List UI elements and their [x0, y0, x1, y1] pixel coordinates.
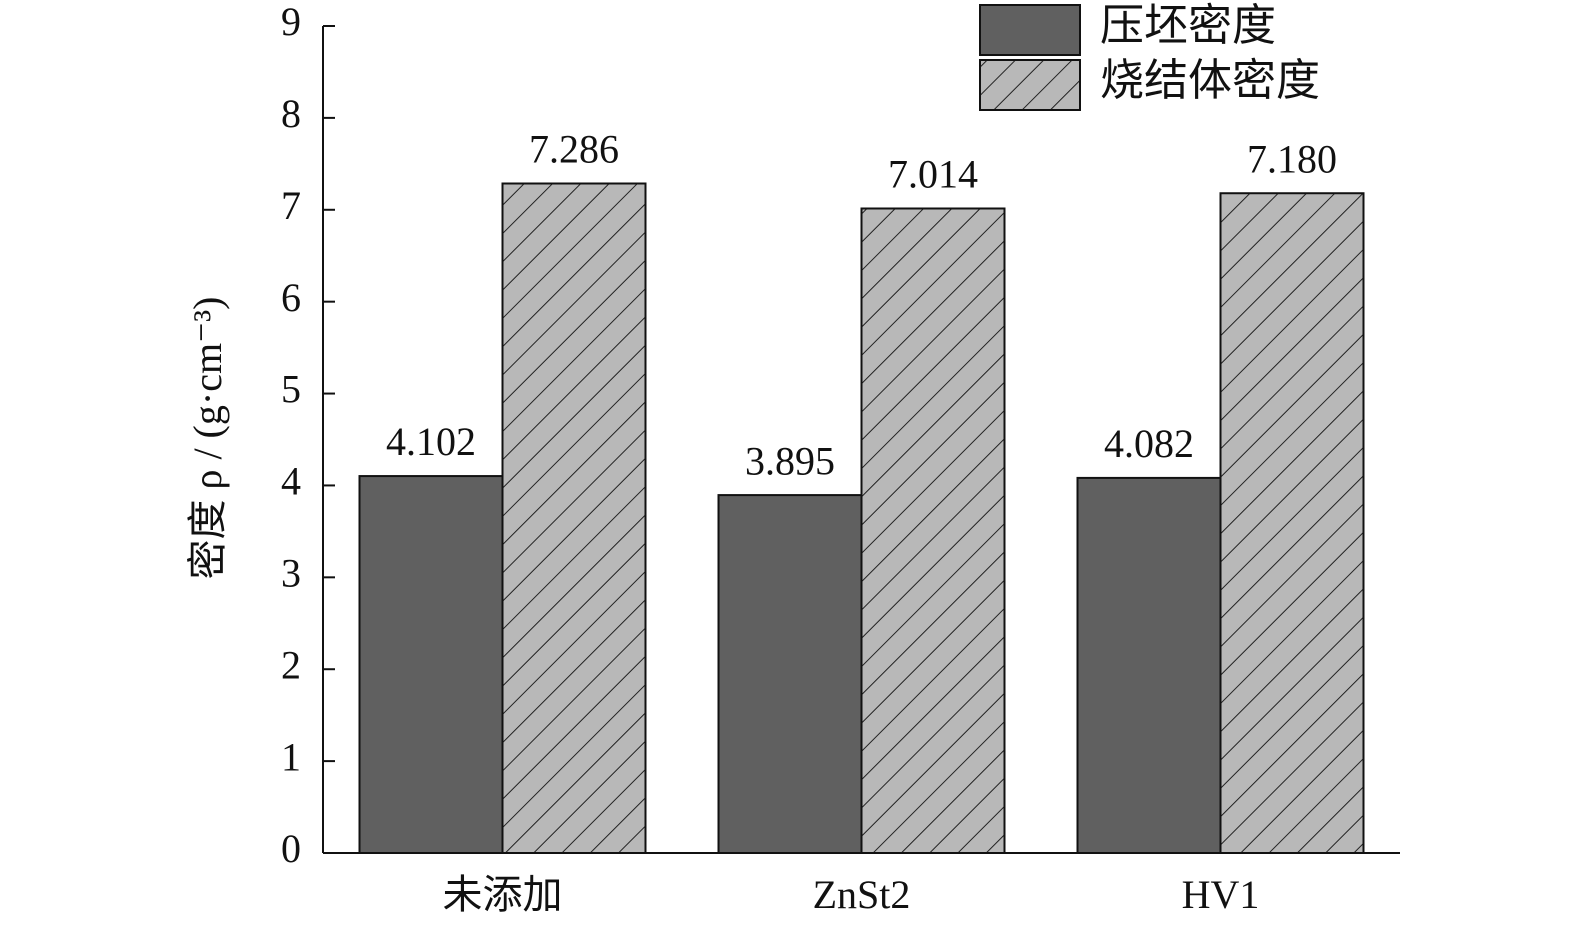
- legend-label: 烧结体密度: [1100, 56, 1320, 105]
- y-tick-label: 8: [281, 91, 301, 136]
- y-axis-label: 密度 ρ / (g·cm⁻³): [185, 296, 230, 579]
- y-tick-label: 1: [281, 734, 301, 779]
- value-label: 7.014: [888, 152, 978, 197]
- bar: [860, 207, 1006, 854]
- y-tick-label: 4: [281, 459, 301, 504]
- value-label: 3.895: [745, 438, 835, 483]
- value-label: 4.102: [386, 419, 476, 464]
- y-tick-label: 5: [281, 367, 301, 412]
- y-tick-label: 0: [281, 826, 301, 871]
- y-tick-label: 3: [281, 551, 301, 596]
- value-label: 4.082: [1104, 421, 1194, 466]
- y-tick-label: 9: [281, 0, 301, 44]
- bar: [358, 475, 504, 854]
- bar: [1219, 192, 1365, 854]
- bar: [717, 494, 863, 854]
- bar: [501, 182, 647, 854]
- x-tick-label: ZnSt2: [813, 872, 911, 917]
- y-tick-label: 2: [281, 642, 301, 687]
- legend-swatch: [979, 4, 1081, 56]
- x-tick-label: HV1: [1182, 872, 1260, 917]
- value-label: 7.180: [1247, 136, 1337, 181]
- legend-swatch: [979, 59, 1081, 111]
- legend-label: 压坯密度: [1100, 1, 1276, 50]
- x-tick-label: 未添加: [443, 872, 563, 917]
- y-tick-label: 7: [281, 183, 301, 228]
- y-tick-label: 6: [281, 275, 301, 320]
- value-label: 7.286: [529, 127, 619, 172]
- bar: [1076, 476, 1222, 854]
